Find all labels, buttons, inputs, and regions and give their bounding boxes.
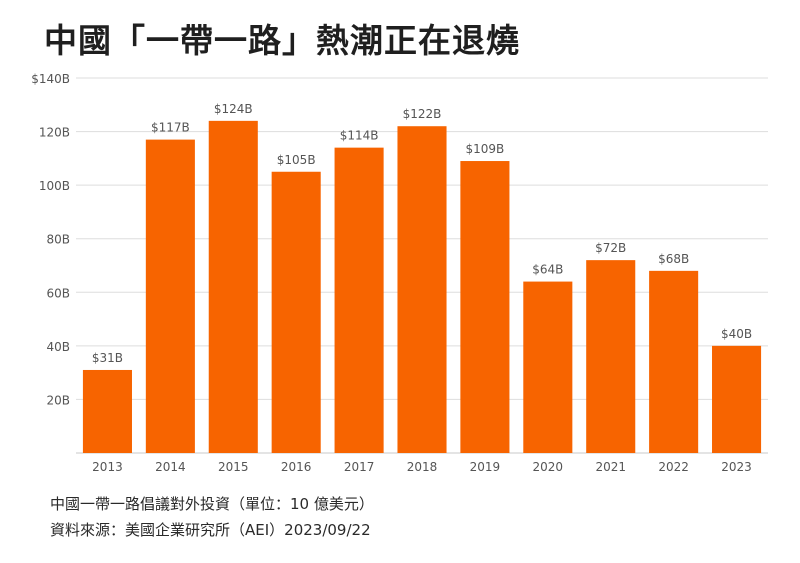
source-note: 資料來源：美國企業研究所（AEI）2023/09/22 <box>50 521 371 539</box>
x-tick-label: 2015 <box>218 460 249 474</box>
data-label: $40B <box>721 327 752 341</box>
data-label: $117B <box>151 121 190 135</box>
x-tick-label: 2022 <box>658 460 689 474</box>
chart-subtitle-note: 中國一帶一路倡議對外投資（單位：10 億美元） <box>50 495 374 513</box>
bar <box>82 369 132 453</box>
y-tick-label: 40B <box>46 340 70 354</box>
bar <box>334 147 384 453</box>
bar <box>649 270 699 453</box>
y-axis-ticks: 20B 40B 60B 80B 100B 120B $140B <box>31 72 70 407</box>
x-tick-label: 2017 <box>344 460 375 474</box>
y-tick-label: 20B <box>46 393 70 407</box>
x-tick-label: 2023 <box>721 460 752 474</box>
data-label: $31B <box>92 351 123 365</box>
x-tick-label: 2021 <box>595 460 626 474</box>
bars <box>82 120 762 454</box>
x-axis-ticks: 2013 2014 2015 2016 2017 2018 2019 2020 2021 2022… <box>92 460 752 474</box>
data-label: $109B <box>466 142 505 156</box>
data-label: $124B <box>214 102 253 116</box>
bar <box>145 139 195 453</box>
bar <box>460 161 510 454</box>
bar <box>397 126 447 453</box>
data-label: $122B <box>403 107 442 121</box>
x-tick-label: 2019 <box>470 460 501 474</box>
data-label: $72B <box>595 241 626 255</box>
data-label: $105B <box>277 153 316 167</box>
x-tick-label: 2016 <box>281 460 312 474</box>
x-tick-label: 2018 <box>407 460 438 474</box>
y-tick-label: $140B <box>31 72 70 86</box>
x-tick-label: 2013 <box>92 460 123 474</box>
bar <box>586 260 636 453</box>
bar <box>523 281 573 453</box>
y-tick-label: 120B <box>39 126 70 140</box>
data-label: $114B <box>340 129 379 143</box>
y-tick-label: 100B <box>39 179 70 193</box>
y-tick-label: 80B <box>46 233 70 247</box>
data-label: $64B <box>532 263 563 277</box>
x-tick-label: 2020 <box>533 460 564 474</box>
x-tick-label: 2014 <box>155 460 186 474</box>
y-tick-label: 60B <box>46 286 70 300</box>
data-labels: $31B $117B $124B $105B $114B $122B $109B $64B $7… <box>92 102 752 365</box>
bar <box>271 171 321 453</box>
bar <box>208 120 258 453</box>
chart-title: 中國「一帶一路」熱潮正在退燒 <box>44 21 520 60</box>
bar <box>712 345 762 453</box>
data-label: $68B <box>658 252 689 266</box>
